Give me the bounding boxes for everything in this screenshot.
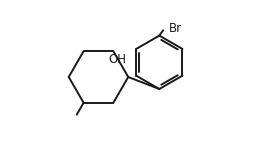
Text: Br: Br bbox=[168, 22, 182, 35]
Text: OH: OH bbox=[109, 53, 127, 66]
